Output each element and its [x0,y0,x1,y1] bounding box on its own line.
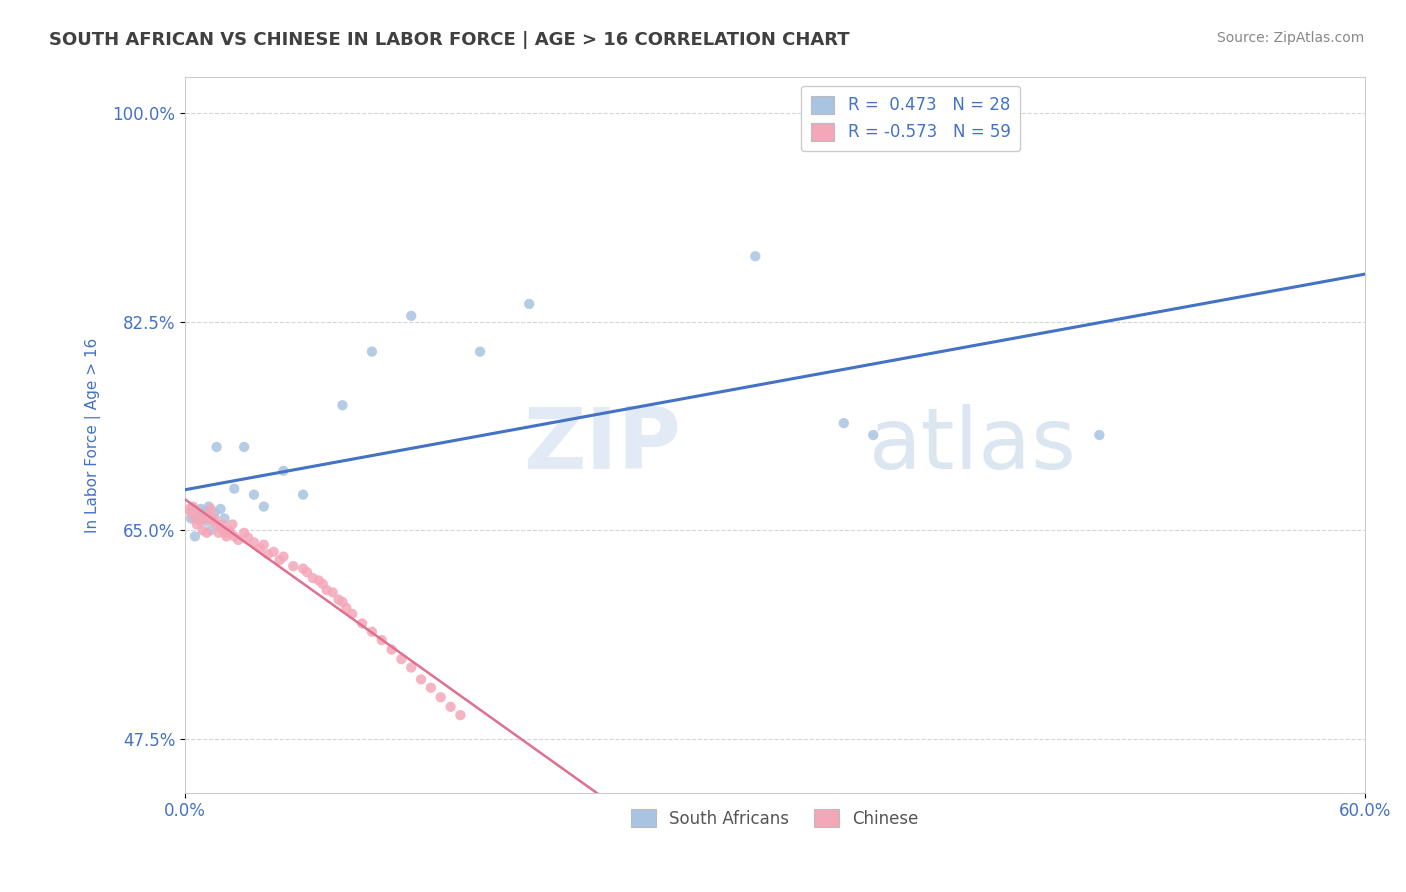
Point [381,642,404,657]
Point [744,249,766,263]
Point [273,549,295,564]
Point [335,600,357,615]
Point [263,545,285,559]
Point [214,511,236,525]
Point [328,592,350,607]
Point [224,482,246,496]
Point [205,440,228,454]
Point [295,565,318,579]
Point [243,488,266,502]
Point [190,514,212,528]
Point [194,506,217,520]
Point [187,506,209,520]
Point [217,524,239,538]
Point [184,511,207,525]
Point [190,502,212,516]
Legend: South Africans, Chinese: South Africans, Chinese [624,803,925,834]
Point [292,488,315,502]
Point [195,514,218,528]
Point [191,524,214,538]
Point [399,309,422,323]
Point [177,502,200,516]
Point [273,464,295,478]
Point [204,511,226,525]
Text: ZIP: ZIP [523,404,681,487]
Point [219,525,242,540]
Point [236,531,259,545]
Point [292,561,315,575]
Point [233,440,256,454]
Point [302,571,325,585]
Point [214,525,236,540]
Point [308,574,330,588]
Point [221,517,243,532]
Point [468,344,491,359]
Point [201,514,224,528]
Point [832,416,855,430]
Point [186,511,208,525]
Text: atlas: atlas [869,404,1077,487]
Point [195,525,218,540]
Point [249,541,271,556]
Point [256,547,278,561]
Point [361,624,384,639]
Point [862,428,884,442]
Point [269,553,291,567]
Point [283,559,305,574]
Point [361,344,384,359]
Point [312,577,335,591]
Point [197,509,219,524]
Point [200,524,222,538]
Point [200,502,222,516]
Point [209,521,232,535]
Y-axis label: In Labor Force | Age > 16: In Labor Force | Age > 16 [86,337,101,533]
Point [409,673,432,687]
Point [211,517,233,532]
Point [389,652,412,666]
Point [194,511,217,525]
Point [224,529,246,543]
Point [205,517,228,532]
Point [429,690,451,705]
Point [197,500,219,514]
Point [233,525,256,540]
Point [1088,428,1111,442]
Point [181,500,204,514]
Point [209,502,232,516]
Point [449,708,471,723]
Point [226,533,249,547]
Point [187,509,209,524]
Point [184,529,207,543]
Point [399,660,422,674]
Point [419,681,441,695]
Point [322,585,344,599]
Point [253,500,276,514]
Point [517,297,540,311]
Point [315,582,337,597]
Point [186,517,208,532]
Text: SOUTH AFRICAN VS CHINESE IN LABOR FORCE | AGE > 16 CORRELATION CHART: SOUTH AFRICAN VS CHINESE IN LABOR FORCE … [49,31,849,49]
Point [352,616,374,631]
Point [253,538,276,552]
Point [180,511,202,525]
Point [606,797,628,812]
Point [243,535,266,549]
Point [215,529,238,543]
Text: Source: ZipAtlas.com: Source: ZipAtlas.com [1216,31,1364,45]
Point [180,506,202,520]
Point [342,607,364,621]
Point [332,398,354,412]
Point [332,595,354,609]
Point [207,525,229,540]
Point [439,699,461,714]
Point [371,633,394,648]
Point [204,506,226,520]
